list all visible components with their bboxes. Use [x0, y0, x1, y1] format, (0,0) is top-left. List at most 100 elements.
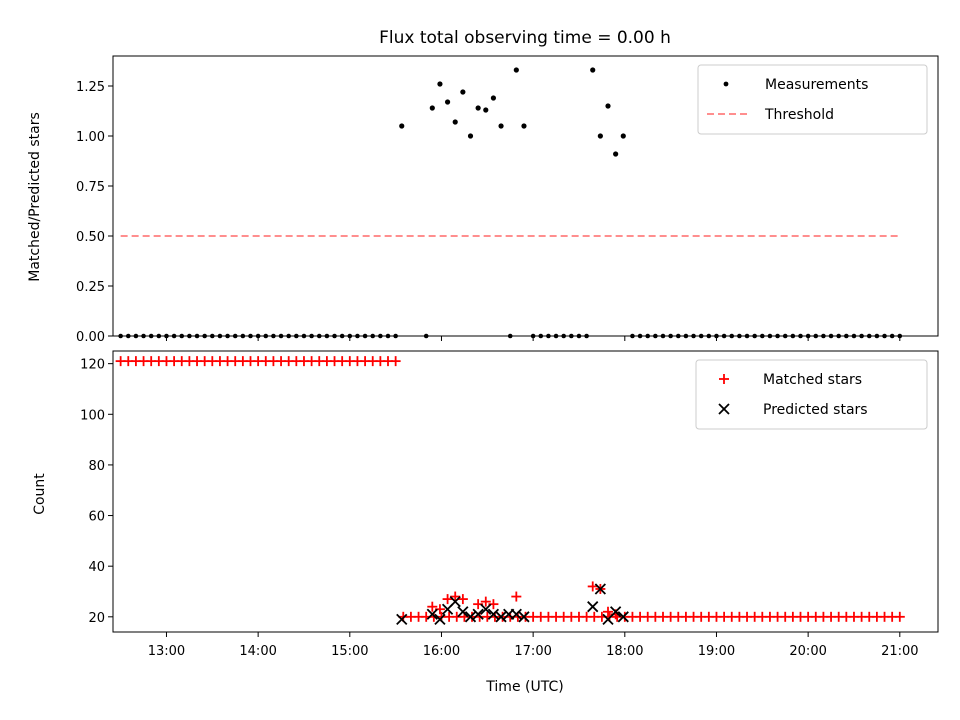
measurement-point: [452, 119, 458, 125]
y-tick-label: 1.00: [76, 130, 105, 145]
x-stroke-b: [495, 611, 507, 623]
top-panel: 0.00 0.25 0.50 0.75 1.00 1.25 Measurements Thre…: [76, 55, 939, 345]
x-tick-label: 16:00: [423, 644, 460, 659]
legend: Measurements Threshold: [697, 64, 928, 135]
matched-stars-point: [450, 591, 461, 602]
x-stroke-b: [610, 606, 622, 618]
y-tick-label: 0.50: [76, 230, 105, 245]
y-tick-label: 100: [80, 408, 105, 423]
legend-label: Threshold: [764, 107, 834, 123]
predicted-stars-point: [587, 601, 599, 613]
predicted-stars-point: [617, 611, 629, 623]
x-stroke-b: [449, 595, 461, 608]
y-tick-label: 0.75: [76, 180, 105, 195]
bottom-panel: 20 40 60 80 100 120 13:00 14:00 15:00 16:00 17:00 1…: [80, 350, 939, 659]
measurement-point: [490, 95, 497, 101]
legend-box: [695, 359, 928, 430]
bottom-y-axis-label: Count: [32, 473, 48, 515]
legend-measurement-marker: [723, 81, 729, 87]
x-tick-label: 17:00: [514, 644, 551, 659]
y-tick-label: 40: [88, 560, 105, 575]
y-tick-label: 80: [88, 459, 105, 474]
matched-stars-point: [427, 601, 438, 612]
measurement-point: [444, 99, 451, 105]
predicted-stars-point: [449, 595, 461, 608]
x-stroke-b: [518, 611, 530, 623]
legend-box: [697, 64, 928, 135]
predicted-stars-point: [434, 613, 446, 625]
measurement-point: [429, 105, 435, 111]
measurement-point: [513, 67, 519, 73]
x-stroke-b: [457, 606, 469, 618]
predicted-stars-point: [472, 608, 484, 620]
x-tick-label: 14:00: [239, 644, 276, 659]
matched-stars-point: [457, 594, 468, 605]
y-tick-label: 120: [80, 358, 105, 373]
chart-title: Flux total observing time = 0.00 h: [379, 28, 671, 48]
matched-stars-point: [511, 591, 522, 602]
predicted-stars-point: [464, 611, 477, 623]
predicted-stars-point: [457, 606, 469, 618]
predicted-stars-point: [426, 608, 438, 620]
measurement-point: [605, 103, 611, 109]
matched-stars-point: [587, 581, 598, 592]
matched-stars-point: [603, 606, 613, 617]
measurement-point: [437, 81, 443, 87]
legend-label: Predicted stars: [763, 402, 868, 418]
predicted-stars-point: [487, 608, 500, 620]
y-tick-label: 60: [88, 510, 105, 525]
y-tick-label: 20: [88, 611, 105, 626]
measurement-point: [483, 107, 489, 113]
axes-frame: [112, 350, 939, 633]
x-stroke-b: [472, 608, 484, 620]
y-tick-label: 0.25: [76, 280, 105, 295]
x-stroke-b: [594, 583, 606, 595]
x-tick-label: 13:00: [148, 644, 185, 659]
x-tick-label: 21:00: [881, 644, 918, 659]
x-stroke-b: [480, 603, 492, 615]
x-tick-label: 19:00: [698, 644, 735, 659]
predicted-stars-point: [610, 606, 622, 618]
x-stroke-b: [617, 611, 629, 623]
x-stroke-b: [434, 613, 446, 625]
x-axis-label: Time (UTC): [485, 679, 563, 695]
measurement-point: [590, 67, 596, 73]
predicted-stars-point: [480, 603, 492, 615]
predicted-stars-point: [495, 611, 507, 623]
top-y-axis-label: Matched/Predicted stars: [27, 112, 43, 282]
predicted-stars-point: [594, 583, 606, 595]
matched-stars-point: [480, 596, 491, 607]
measurement-point: [498, 123, 504, 129]
measurement-point: [475, 105, 481, 111]
measurement-point: [597, 133, 603, 139]
x-stroke-b: [426, 608, 438, 620]
x-stroke-b: [464, 611, 477, 623]
x-tick-label: 18:00: [606, 644, 643, 659]
legend-label: Matched stars: [763, 372, 862, 388]
y-tick-label: 0.00: [76, 330, 105, 345]
matched-stars-point: [894, 611, 905, 622]
legend-label: Measurements: [765, 77, 868, 93]
x-stroke-b: [487, 608, 500, 620]
measurement-point: [467, 133, 474, 139]
legend-predicted-marker-b: [718, 403, 730, 415]
plot-area: [115, 356, 905, 625]
x-stroke-b: [510, 608, 522, 620]
x-tick-label: 15:00: [331, 644, 368, 659]
measurement-point: [460, 89, 466, 95]
measurement-point: [613, 151, 619, 157]
matched-stars-point: [442, 594, 453, 605]
x-stroke-b: [396, 613, 408, 625]
x-tick-label: 20:00: [789, 644, 826, 659]
y-tick-label: 1.25: [76, 80, 105, 95]
predicted-stars-point: [518, 611, 530, 623]
axes-frame: [112, 55, 939, 337]
matched-stars-point: [390, 356, 401, 367]
measurement-point: [521, 123, 527, 129]
predicted-stars-point: [510, 608, 522, 620]
legend: Matched stars Predicted stars: [695, 359, 928, 430]
measurement-point: [399, 123, 405, 129]
measurement-point: [620, 133, 626, 139]
predicted-stars-point: [396, 613, 408, 625]
